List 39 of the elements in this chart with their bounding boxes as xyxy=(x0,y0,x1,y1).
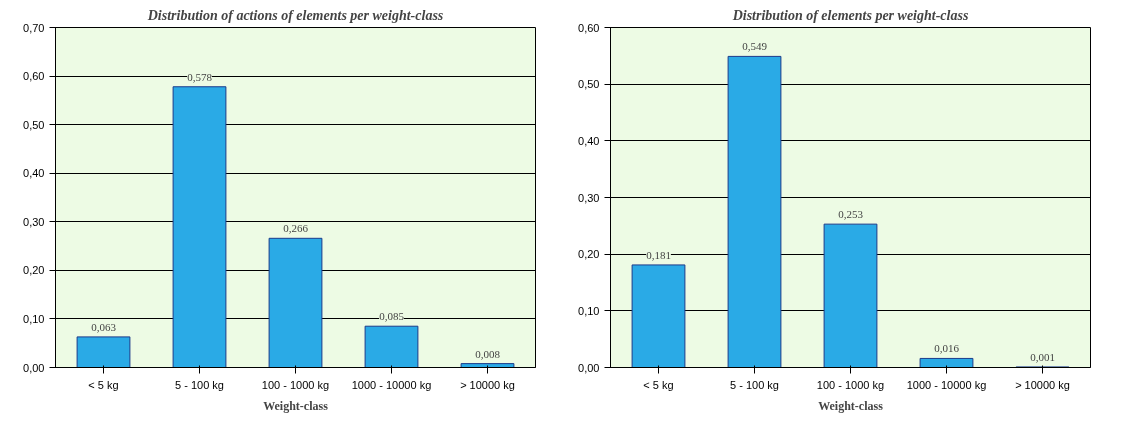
x-tick-label: > 10000 kg xyxy=(460,378,515,391)
x-axis-title: Weight-class xyxy=(818,398,884,413)
data-label: 0,008 xyxy=(475,347,501,360)
y-tick-label: 0,50 xyxy=(23,118,45,131)
x-axis-title: Weight-class xyxy=(263,398,329,413)
data-label: 0,266 xyxy=(283,222,309,235)
y-tick-label: 0,60 xyxy=(578,21,600,34)
y-tick-label: 0,20 xyxy=(578,248,600,261)
y-tick-label: 0,40 xyxy=(578,134,600,147)
y-tick-label: 0,00 xyxy=(578,361,600,374)
data-label: 0,085 xyxy=(379,310,405,323)
data-label: 0,253 xyxy=(838,208,864,221)
y-tick-label: 0,30 xyxy=(23,215,45,228)
y-tick-label: 0,10 xyxy=(578,304,600,317)
data-label: 0,063 xyxy=(91,320,117,333)
y-tick-label: 0,50 xyxy=(578,78,600,91)
x-tick-label: 5 - 100 kg xyxy=(730,378,779,391)
y-tick-label: 0,60 xyxy=(23,70,45,83)
data-label: 0,578 xyxy=(187,70,213,83)
y-tick-label: 0,20 xyxy=(23,264,45,277)
data-label: 0,016 xyxy=(934,342,960,355)
x-tick-label: 100 - 1000 kg xyxy=(816,378,885,391)
y-tick-label: 0,40 xyxy=(23,167,45,180)
data-label: 0,001 xyxy=(1030,350,1055,363)
x-tick-label: 1000 - 10000 kg xyxy=(906,378,987,391)
x-tick-label: < 5 kg xyxy=(643,378,674,391)
x-tick-label: 100 - 1000 kg xyxy=(261,378,330,391)
chart-title: Distribution of elements per weight-class xyxy=(731,7,969,23)
x-tick-label: > 10000 kg xyxy=(1015,378,1070,391)
x-tick-label: 5 - 100 kg xyxy=(175,378,224,391)
data-label: 0,181 xyxy=(646,248,671,261)
data-label: 0,549 xyxy=(742,40,768,53)
x-tick-label: 1000 - 10000 kg xyxy=(351,378,432,391)
chart-title: Distribution of actions of elements per weight-class xyxy=(146,7,444,23)
y-tick-label: 0,70 xyxy=(23,21,45,34)
y-tick-label: 0,10 xyxy=(23,312,45,325)
y-tick-label: 0,30 xyxy=(578,191,600,204)
x-tick-label: < 5 kg xyxy=(88,378,119,391)
y-tick-label: 0,00 xyxy=(23,361,45,374)
